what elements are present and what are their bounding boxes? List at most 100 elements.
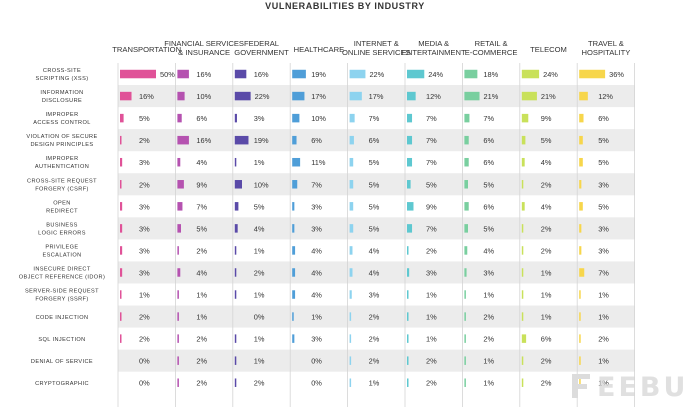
data-label: 1% <box>426 335 437 344</box>
data-label: 7% <box>426 224 437 233</box>
value-bar <box>292 268 296 277</box>
value-bar <box>407 246 409 255</box>
value-bar <box>120 268 123 277</box>
data-label: 3% <box>426 268 437 277</box>
value-bar <box>521 290 524 299</box>
data-label: 10% <box>254 180 269 189</box>
data-label: 2% <box>139 180 150 189</box>
value-bar <box>579 378 581 387</box>
value-bar <box>234 378 237 387</box>
value-bar <box>407 157 413 167</box>
value-bar <box>407 135 413 145</box>
data-label: 2% <box>196 379 207 388</box>
value-bar <box>464 378 466 387</box>
row-label: IMPROPER <box>45 112 78 118</box>
data-label: 3% <box>254 114 265 123</box>
data-label: 3% <box>139 268 150 277</box>
value-bar <box>464 157 469 167</box>
data-label: 3% <box>598 180 609 189</box>
data-label: 2% <box>139 335 150 344</box>
data-label: 4% <box>483 246 494 255</box>
value-bar <box>234 224 238 233</box>
value-bar <box>464 246 468 255</box>
data-label: 6% <box>196 114 207 123</box>
data-label: 2% <box>369 357 380 366</box>
data-label: 3% <box>139 158 150 167</box>
value-bar <box>464 202 469 211</box>
value-bar <box>120 246 123 255</box>
data-label: 1% <box>196 291 207 300</box>
value-bar <box>292 246 296 255</box>
data-label: 5% <box>369 158 380 167</box>
data-label: 17% <box>369 92 384 101</box>
data-label: 4% <box>311 246 322 255</box>
value-bar <box>177 202 183 211</box>
value-bar <box>521 202 525 211</box>
value-bar <box>349 202 354 211</box>
data-label: 6% <box>483 202 494 211</box>
data-label: 36% <box>609 70 624 79</box>
row-label: PRIVILEGE <box>45 244 78 250</box>
value-bar <box>120 202 123 211</box>
value-bar <box>292 91 305 101</box>
value-bar <box>521 268 524 277</box>
data-label: 2% <box>426 357 437 366</box>
data-label: 10% <box>196 92 211 101</box>
value-bar <box>234 356 237 365</box>
row-label: INSECURE DIRECT <box>33 266 90 272</box>
value-bar <box>521 224 524 233</box>
data-label: 2% <box>541 246 552 255</box>
data-label: 3% <box>311 224 322 233</box>
data-label: 5% <box>369 180 380 189</box>
value-bar <box>464 334 466 343</box>
data-label: 3% <box>598 246 609 255</box>
data-label: 7% <box>426 158 437 167</box>
data-label: 2% <box>541 379 552 388</box>
data-label: 9% <box>541 114 552 123</box>
value-bar <box>579 113 584 123</box>
data-label: 4% <box>254 224 265 233</box>
data-label: 18% <box>483 70 498 79</box>
column-header-label: MEDIA & <box>418 39 449 48</box>
data-label: 4% <box>369 268 380 277</box>
value-bar <box>177 135 189 145</box>
value-bar <box>177 224 181 233</box>
value-bar <box>349 334 352 343</box>
data-label: 0% <box>311 357 322 366</box>
value-bar <box>579 356 581 365</box>
row-label: CROSS-SITE <box>43 68 81 74</box>
value-bar <box>521 312 524 321</box>
data-label: 4% <box>196 158 207 167</box>
data-label: 1% <box>598 313 609 322</box>
data-label: 3% <box>139 246 150 255</box>
data-label: 2% <box>254 379 265 388</box>
row-label: ACCESS CONTROL <box>33 120 91 126</box>
data-label: 0% <box>311 379 322 388</box>
data-label: 6% <box>311 136 322 145</box>
column-header-label: FINANCIAL SERVICES <box>164 39 244 48</box>
row-band <box>118 85 635 108</box>
row-label: VIOLATION OF SECURE <box>26 134 97 140</box>
row-band <box>118 129 635 152</box>
data-label: 7% <box>369 114 380 123</box>
data-label: 1% <box>598 379 609 388</box>
value-bar <box>579 290 581 299</box>
data-label: 7% <box>483 114 494 123</box>
row-label: LOGIC ERRORS <box>38 230 86 236</box>
value-bar <box>349 290 352 299</box>
data-label: 3% <box>311 335 322 344</box>
value-bar <box>177 157 181 167</box>
value-bar <box>177 268 181 277</box>
row-band <box>118 217 635 240</box>
value-bar <box>292 157 301 167</box>
data-label: 1% <box>311 313 322 322</box>
data-label: 16% <box>196 136 211 145</box>
data-label: 6% <box>369 136 380 145</box>
data-label: 4% <box>541 202 552 211</box>
data-label: 1% <box>483 357 494 366</box>
data-label: 2% <box>541 357 552 366</box>
value-bar <box>464 180 468 189</box>
data-label: 5% <box>598 158 609 167</box>
data-label: 6% <box>598 114 609 123</box>
value-bar <box>177 312 179 321</box>
